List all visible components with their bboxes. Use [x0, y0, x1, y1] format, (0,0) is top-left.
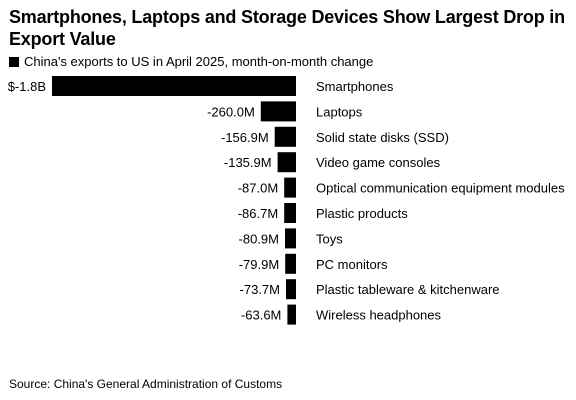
data-label-9: -63.6M: [241, 308, 281, 323]
category-label-1: Laptops: [316, 104, 363, 119]
bar-3: [277, 152, 296, 173]
category-label-8: Plastic tableware & kitchenware: [316, 282, 500, 297]
legend: China's exports to US in April 2025, mon…: [9, 54, 373, 70]
legend-label: China's exports to US in April 2025, mon…: [24, 54, 374, 69]
data-label-8: -73.7M: [240, 282, 280, 297]
category-label-6: Toys: [316, 231, 343, 246]
bar-6: [285, 228, 296, 249]
bar-1: [260, 101, 296, 122]
data-label-4: -87.0M: [238, 181, 278, 196]
bar-4: [284, 177, 296, 198]
bar-2: [274, 126, 296, 147]
source-note: Source: China's General Administration o…: [9, 377, 283, 391]
data-label-2: -156.9M: [221, 130, 269, 145]
bar-5: [284, 203, 296, 223]
category-label-3: Video game consoles: [316, 155, 441, 170]
chart-title: Smartphones, Laptops and Storage Devices…: [9, 7, 565, 49]
category-label-7: PC monitors: [316, 257, 388, 272]
data-label-6: -80.9M: [239, 231, 279, 246]
data-label-0: $-1.8B: [8, 79, 46, 94]
bar-8: [286, 279, 296, 300]
category-label-4: Optical communication equipment modules: [316, 181, 565, 196]
bar-7: [285, 253, 296, 274]
legend-swatch: [9, 57, 19, 67]
data-label-1: -260.0M: [207, 104, 255, 119]
data-label-5: -86.7M: [238, 206, 278, 221]
category-label-9: Wireless headphones: [316, 308, 442, 323]
data-label-7: -79.9M: [239, 257, 279, 272]
category-label-2: Solid state disks (SSD): [316, 130, 449, 145]
data-label-3: -135.9M: [224, 155, 272, 170]
bar-0: [52, 76, 296, 96]
category-label-0: Smartphones: [316, 79, 394, 94]
category-label-5: Plastic products: [316, 206, 408, 221]
bar-9: [287, 304, 296, 325]
